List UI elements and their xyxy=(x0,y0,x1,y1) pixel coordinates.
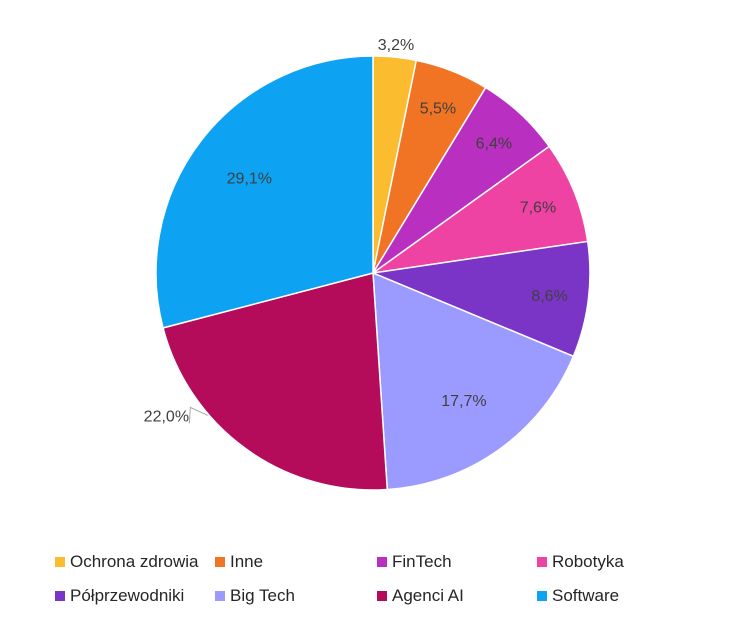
legend-swatch xyxy=(215,557,225,567)
legend-swatch xyxy=(377,591,387,601)
data-label-fintech: 6,4% xyxy=(476,135,512,152)
data-label-inne: 5,5% xyxy=(420,100,456,117)
legend-swatch xyxy=(55,591,65,601)
data-label-software: 29,1% xyxy=(227,171,272,188)
pie-slice-agenci-ai xyxy=(162,272,389,491)
legend-swatch xyxy=(537,557,547,567)
legend-item-agenci-ai: Agenci AI xyxy=(377,586,464,606)
legend-item-fintech: FinTech xyxy=(377,552,452,572)
legend-label: Software xyxy=(552,586,620,605)
data-label-polprzewodniki: 8,6% xyxy=(531,288,567,305)
legend-label: Big Tech xyxy=(230,586,295,605)
legend-item-ochrona-zdrowia: Ochrona zdrowia xyxy=(55,552,199,572)
legend-swatch xyxy=(215,591,225,601)
legend-swatch xyxy=(55,557,65,567)
legend-label: Inne xyxy=(230,552,264,571)
legend-item-big-tech: Big Tech xyxy=(215,586,295,606)
pie-slice-polprzewodniki xyxy=(370,240,591,358)
pie-slice-big-tech xyxy=(372,271,575,491)
legend-label: Robotyka xyxy=(552,552,624,571)
legend-item-software: Software xyxy=(537,586,619,606)
legend-swatch xyxy=(537,591,547,601)
data-label-agenci-ai: 22,0% xyxy=(144,408,189,425)
legend-item-robotyka: Robotyka xyxy=(537,552,624,572)
legend-item-inne: Inne xyxy=(215,552,263,572)
pie-slice-robotyka xyxy=(372,145,589,274)
pie-slice-software xyxy=(155,55,374,329)
legend-item-polprzewodniki: Półprzewodniki xyxy=(55,586,184,606)
legend-label: FinTech xyxy=(392,552,452,571)
legend-swatch xyxy=(377,557,387,567)
leader-line-agenci-ai xyxy=(188,406,208,424)
data-label-robotyka: 7,6% xyxy=(520,199,556,216)
legend-label: Półprzewodniki xyxy=(70,586,185,605)
legend-label: Agenci AI xyxy=(392,586,464,605)
legend-label: Ochrona zdrowia xyxy=(70,552,199,571)
data-label-ochrona-zdrowia: 3,2% xyxy=(378,37,414,54)
data-label-big-tech: 17,7% xyxy=(441,393,486,410)
